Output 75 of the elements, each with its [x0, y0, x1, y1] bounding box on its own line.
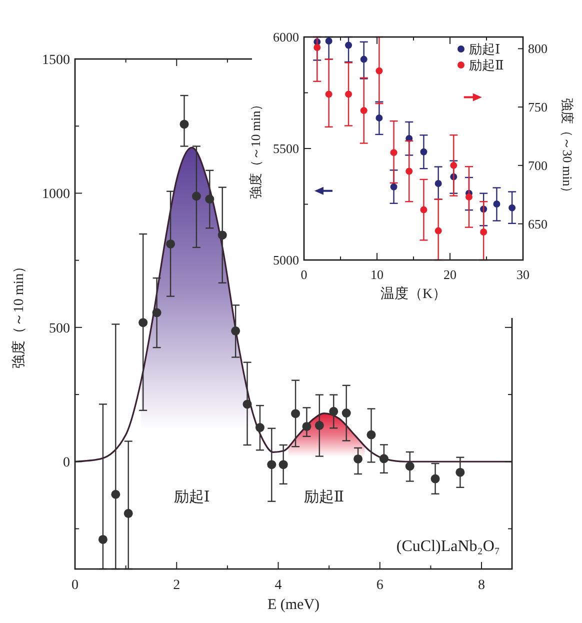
point — [390, 183, 398, 190]
point — [180, 120, 189, 129]
point — [360, 56, 368, 63]
x-tick-label: 10 — [370, 267, 384, 282]
point — [218, 230, 227, 240]
x-axis-title: E (meV) — [267, 597, 320, 613]
point — [152, 308, 162, 318]
x-tick-label: 20 — [444, 267, 456, 282]
annotation: (CuCl)LaNb₂O₇ — [396, 538, 500, 555]
y-tick-label: 6000 — [273, 30, 299, 45]
point — [98, 534, 108, 544]
point — [314, 420, 324, 430]
y2-tick-label: 650 — [528, 216, 548, 232]
point — [302, 422, 312, 431]
point — [124, 508, 133, 518]
point — [430, 474, 440, 484]
point — [450, 162, 458, 169]
legend-label: 励起Ⅱ — [469, 58, 504, 73]
point — [242, 400, 252, 409]
point — [138, 318, 148, 328]
point — [278, 460, 288, 470]
y-tick-label: 5500 — [273, 141, 299, 156]
point — [390, 149, 398, 156]
point — [329, 406, 338, 416]
point — [314, 44, 321, 52]
x-tick-label: 4 — [274, 578, 282, 593]
point — [291, 409, 300, 418]
point — [434, 227, 442, 234]
point — [420, 206, 428, 214]
point — [376, 114, 383, 122]
point — [325, 90, 332, 98]
point — [379, 454, 388, 464]
point — [465, 193, 472, 200]
point — [434, 180, 442, 188]
point — [376, 67, 383, 74]
point — [420, 148, 428, 156]
annotation: 励起Ⅰ — [174, 488, 210, 506]
point — [111, 490, 120, 499]
point — [192, 192, 201, 201]
point — [325, 38, 332, 45]
y2-tick-label: 750 — [528, 100, 548, 115]
point — [345, 42, 352, 49]
legend-label: 励起Ⅰ — [469, 42, 500, 57]
y-tick-label: 5000 — [273, 252, 299, 268]
annotation: 励起Ⅱ — [304, 488, 344, 506]
x-tick-label: 8 — [478, 578, 486, 593]
y-axis-title: 強度（～10 min） — [11, 259, 27, 369]
y-tick-label: 1000 — [42, 187, 70, 202]
y-tick-label: 500 — [49, 321, 70, 336]
x-tick-label: 6 — [376, 578, 384, 593]
point — [345, 90, 352, 98]
point — [456, 468, 465, 477]
point — [166, 239, 176, 248]
point — [508, 204, 516, 212]
y2-axis-title: 強度（～30 min） — [560, 98, 575, 200]
point — [354, 454, 363, 464]
point — [406, 168, 413, 175]
point — [366, 430, 376, 440]
point — [267, 460, 276, 470]
point — [342, 408, 351, 418]
x-tick-label: 2 — [173, 578, 180, 593]
y-axis-title: 強度（～10 min） — [248, 98, 263, 200]
x-axis-title: 温度（K） — [380, 286, 447, 302]
point — [493, 200, 500, 208]
point — [255, 423, 264, 432]
y2-tick-label: 700 — [528, 158, 548, 173]
point — [360, 107, 368, 114]
point — [405, 462, 414, 471]
point — [231, 326, 240, 336]
point — [205, 194, 214, 204]
y-tick-label: 0 — [63, 456, 70, 471]
point — [480, 228, 488, 236]
y-tick-label: 1500 — [42, 52, 70, 68]
x-tick-label: 30 — [516, 267, 530, 282]
y2-tick-label: 800 — [528, 41, 548, 56]
